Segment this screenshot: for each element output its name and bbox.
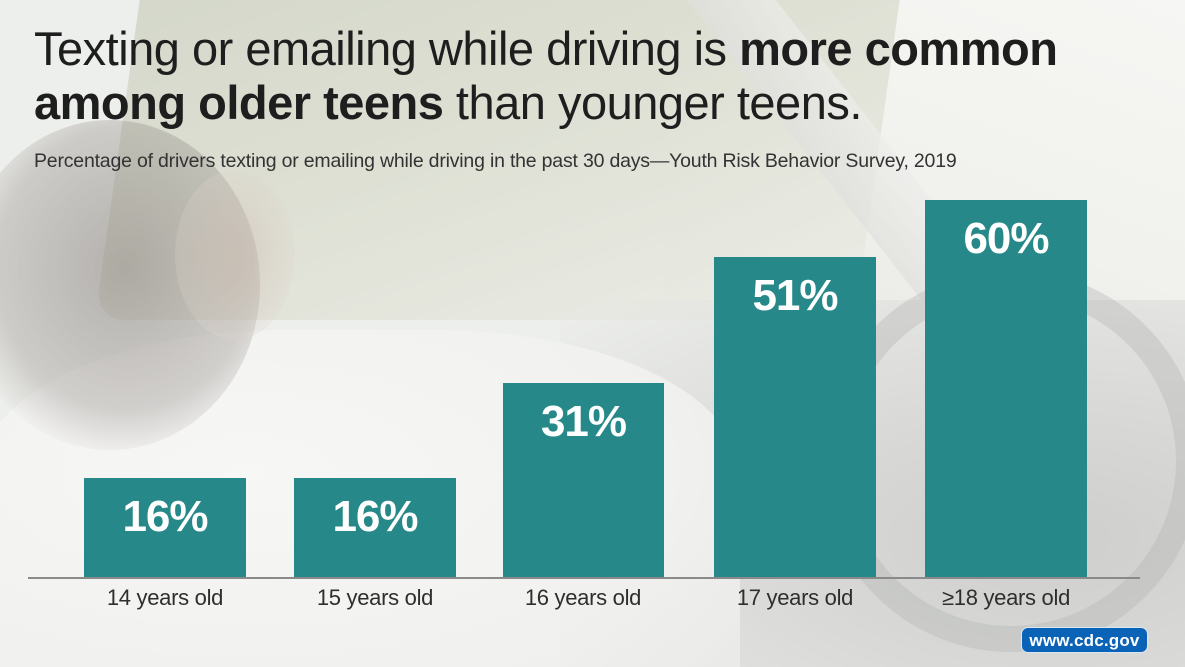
bar-value-label: 60% [963, 214, 1049, 263]
x-axis-label-15: 15 years old [316, 585, 434, 610]
x-axis-label-18-plus: ≥18 years old [941, 585, 1071, 610]
x-axis-line [28, 577, 1140, 579]
bar-18-plus-years: 60% [925, 200, 1087, 578]
bar-value-label: 51% [752, 271, 838, 320]
background-face [175, 170, 295, 340]
bar-14-years: 16% [84, 478, 246, 578]
x-axis-label-16: 16 years old [524, 585, 642, 610]
bar-15-years: 16% [294, 478, 456, 578]
x-axis-label-14: 14 years old [106, 585, 224, 610]
bar-17-years: 51% [714, 257, 876, 578]
bar-value-label: 16% [332, 492, 418, 541]
title-emphasis: more common among older teens [34, 22, 1058, 129]
chart-title: Texting or emailing while driving is mor… [34, 22, 1164, 130]
bar-value-label: 16% [122, 492, 208, 541]
x-axis-label-17: 17 years old [736, 585, 854, 610]
chart-subtitle: Percentage of drivers texting or emailin… [34, 150, 957, 172]
bar-16-years: 31% [503, 383, 664, 578]
cdc-website-badge[interactable]: www.cdc.gov [1021, 627, 1148, 653]
bar-value-label: 31% [540, 397, 627, 446]
title-part-1: Texting or emailing while driving is [34, 22, 740, 75]
title-part-2: than younger teens. [443, 76, 862, 129]
